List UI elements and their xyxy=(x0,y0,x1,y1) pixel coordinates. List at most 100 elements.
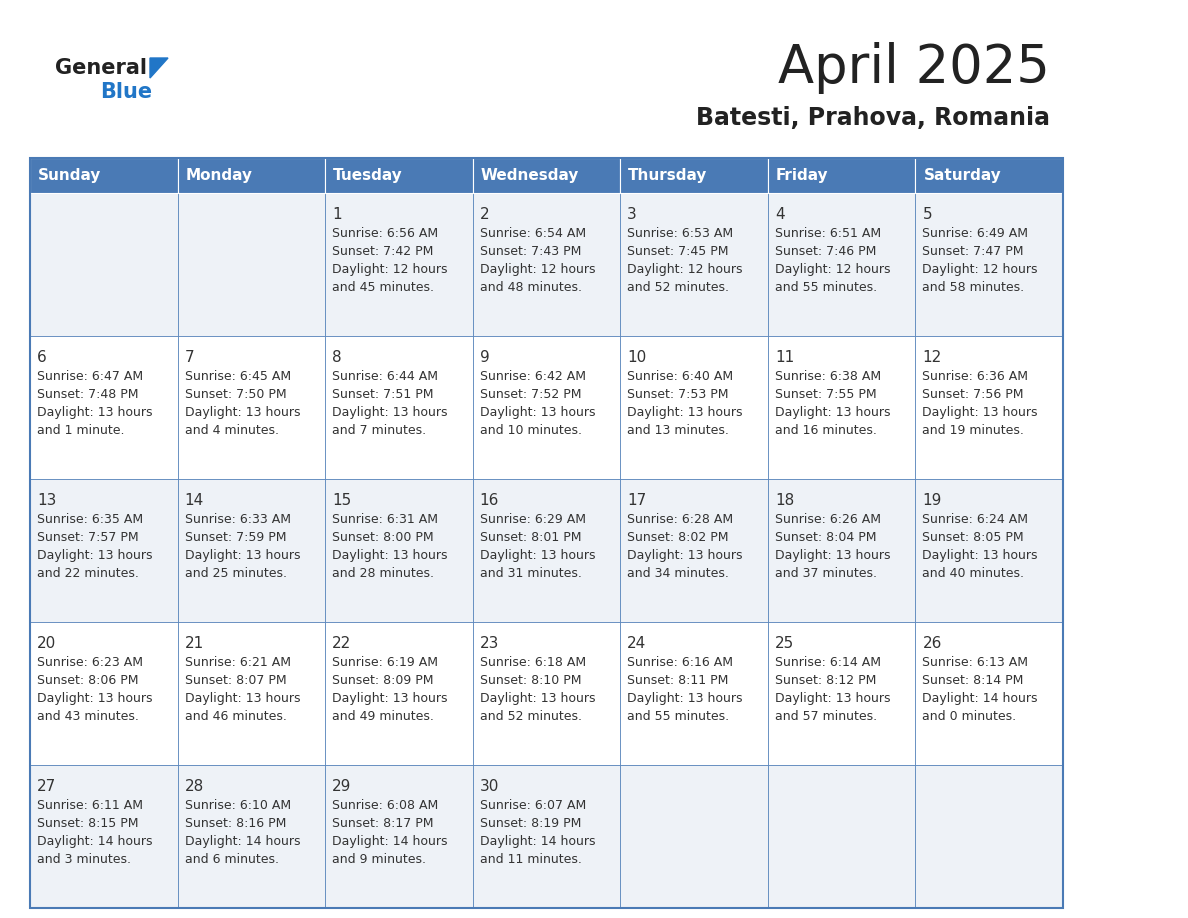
Text: and 1 minute.: and 1 minute. xyxy=(37,424,125,437)
Text: Sunset: 8:00 PM: Sunset: 8:00 PM xyxy=(333,531,434,544)
Text: Sunrise: 6:11 AM: Sunrise: 6:11 AM xyxy=(37,799,143,812)
Text: April 2025: April 2025 xyxy=(778,42,1050,94)
Text: Batesti, Prahova, Romania: Batesti, Prahova, Romania xyxy=(696,106,1050,130)
Text: Sunset: 7:52 PM: Sunset: 7:52 PM xyxy=(480,388,581,401)
Text: Daylight: 13 hours: Daylight: 13 hours xyxy=(627,549,742,562)
Text: and 4 minutes.: and 4 minutes. xyxy=(184,424,278,437)
Text: Monday: Monday xyxy=(185,168,253,183)
Text: Sunset: 7:56 PM: Sunset: 7:56 PM xyxy=(922,388,1024,401)
Text: Sunrise: 6:13 AM: Sunrise: 6:13 AM xyxy=(922,656,1029,669)
Bar xyxy=(30,158,1063,908)
Text: 18: 18 xyxy=(775,493,794,508)
Text: Daylight: 14 hours: Daylight: 14 hours xyxy=(37,835,152,848)
Text: and 0 minutes.: and 0 minutes. xyxy=(922,710,1017,723)
Bar xyxy=(473,158,620,193)
Bar xyxy=(767,622,916,765)
Text: Sunset: 7:42 PM: Sunset: 7:42 PM xyxy=(333,245,434,258)
Text: Sunrise: 6:33 AM: Sunrise: 6:33 AM xyxy=(184,513,291,526)
Text: Sunrise: 6:49 AM: Sunrise: 6:49 AM xyxy=(922,227,1029,240)
Text: Sunset: 8:10 PM: Sunset: 8:10 PM xyxy=(480,674,581,687)
Bar xyxy=(177,336,326,479)
Text: 3: 3 xyxy=(627,207,637,222)
Text: Sunrise: 6:19 AM: Sunrise: 6:19 AM xyxy=(333,656,438,669)
Bar xyxy=(620,765,767,908)
Text: and 52 minutes.: and 52 minutes. xyxy=(480,710,582,723)
Text: and 58 minutes.: and 58 minutes. xyxy=(922,281,1024,294)
Text: Daylight: 12 hours: Daylight: 12 hours xyxy=(333,263,448,276)
Text: Daylight: 14 hours: Daylight: 14 hours xyxy=(184,835,301,848)
Text: Sunset: 8:01 PM: Sunset: 8:01 PM xyxy=(480,531,581,544)
Polygon shape xyxy=(150,58,168,78)
Text: Daylight: 13 hours: Daylight: 13 hours xyxy=(775,692,890,705)
Text: and 25 minutes.: and 25 minutes. xyxy=(184,567,286,580)
Text: and 45 minutes.: and 45 minutes. xyxy=(333,281,434,294)
Text: and 6 minutes.: and 6 minutes. xyxy=(184,853,278,866)
Text: and 52 minutes.: and 52 minutes. xyxy=(627,281,729,294)
Text: Sunset: 7:51 PM: Sunset: 7:51 PM xyxy=(333,388,434,401)
Text: 16: 16 xyxy=(480,493,499,508)
Text: Daylight: 13 hours: Daylight: 13 hours xyxy=(37,692,152,705)
Bar xyxy=(30,479,177,622)
Bar xyxy=(326,336,473,479)
Text: and 10 minutes.: and 10 minutes. xyxy=(480,424,582,437)
Bar xyxy=(30,158,177,193)
Text: 5: 5 xyxy=(922,207,933,222)
Bar xyxy=(326,479,473,622)
Text: Daylight: 13 hours: Daylight: 13 hours xyxy=(333,549,448,562)
Text: and 49 minutes.: and 49 minutes. xyxy=(333,710,434,723)
Text: Daylight: 13 hours: Daylight: 13 hours xyxy=(627,692,742,705)
Text: Daylight: 13 hours: Daylight: 13 hours xyxy=(184,549,301,562)
Text: Daylight: 13 hours: Daylight: 13 hours xyxy=(333,406,448,419)
Bar xyxy=(916,622,1063,765)
Text: 30: 30 xyxy=(480,779,499,794)
Text: Sunrise: 6:44 AM: Sunrise: 6:44 AM xyxy=(333,370,438,383)
Text: and 46 minutes.: and 46 minutes. xyxy=(184,710,286,723)
Text: Tuesday: Tuesday xyxy=(333,168,403,183)
Text: 7: 7 xyxy=(184,350,194,365)
Text: 28: 28 xyxy=(184,779,204,794)
Text: Sunrise: 6:07 AM: Sunrise: 6:07 AM xyxy=(480,799,586,812)
Text: Sunrise: 6:21 AM: Sunrise: 6:21 AM xyxy=(184,656,291,669)
Bar xyxy=(473,765,620,908)
Text: Daylight: 13 hours: Daylight: 13 hours xyxy=(922,549,1038,562)
Text: Wednesday: Wednesday xyxy=(481,168,579,183)
Text: 26: 26 xyxy=(922,636,942,651)
Bar xyxy=(916,765,1063,908)
Text: Friday: Friday xyxy=(776,168,828,183)
Bar xyxy=(30,765,177,908)
Text: and 11 minutes.: and 11 minutes. xyxy=(480,853,582,866)
Text: and 40 minutes.: and 40 minutes. xyxy=(922,567,1024,580)
Text: 13: 13 xyxy=(37,493,56,508)
Text: Sunrise: 6:42 AM: Sunrise: 6:42 AM xyxy=(480,370,586,383)
Text: 10: 10 xyxy=(627,350,646,365)
Bar xyxy=(916,336,1063,479)
Text: Sunset: 8:19 PM: Sunset: 8:19 PM xyxy=(480,817,581,830)
Text: and 55 minutes.: and 55 minutes. xyxy=(627,710,729,723)
Text: Sunrise: 6:38 AM: Sunrise: 6:38 AM xyxy=(775,370,881,383)
Bar xyxy=(473,622,620,765)
Text: and 19 minutes.: and 19 minutes. xyxy=(922,424,1024,437)
Bar xyxy=(620,479,767,622)
Text: Thursday: Thursday xyxy=(628,168,708,183)
Text: Daylight: 13 hours: Daylight: 13 hours xyxy=(480,692,595,705)
Text: 22: 22 xyxy=(333,636,352,651)
Text: Sunset: 7:53 PM: Sunset: 7:53 PM xyxy=(627,388,728,401)
Text: and 7 minutes.: and 7 minutes. xyxy=(333,424,426,437)
Text: Sunset: 7:50 PM: Sunset: 7:50 PM xyxy=(184,388,286,401)
Text: and 22 minutes.: and 22 minutes. xyxy=(37,567,139,580)
Text: Sunrise: 6:23 AM: Sunrise: 6:23 AM xyxy=(37,656,143,669)
Text: and 34 minutes.: and 34 minutes. xyxy=(627,567,729,580)
Bar xyxy=(177,479,326,622)
Bar xyxy=(473,193,620,336)
Text: 21: 21 xyxy=(184,636,204,651)
Text: Daylight: 12 hours: Daylight: 12 hours xyxy=(627,263,742,276)
Text: 29: 29 xyxy=(333,779,352,794)
Text: Sunrise: 6:36 AM: Sunrise: 6:36 AM xyxy=(922,370,1029,383)
Text: and 43 minutes.: and 43 minutes. xyxy=(37,710,139,723)
Text: 23: 23 xyxy=(480,636,499,651)
Text: 17: 17 xyxy=(627,493,646,508)
Text: Daylight: 13 hours: Daylight: 13 hours xyxy=(480,406,595,419)
Bar xyxy=(177,765,326,908)
Text: Sunrise: 6:18 AM: Sunrise: 6:18 AM xyxy=(480,656,586,669)
Text: and 55 minutes.: and 55 minutes. xyxy=(775,281,877,294)
